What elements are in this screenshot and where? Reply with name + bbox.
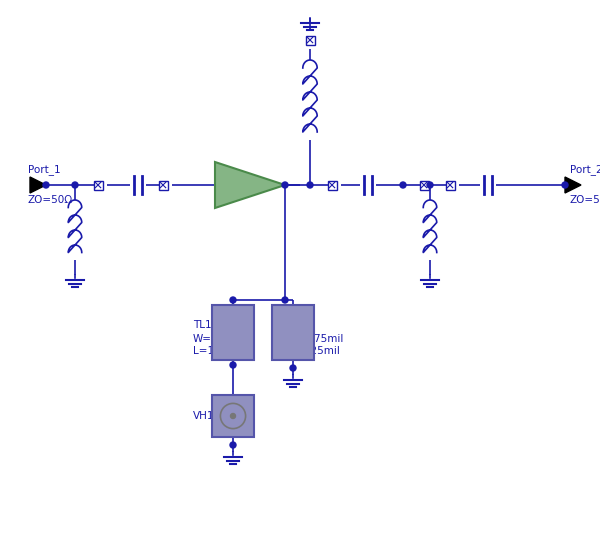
Circle shape bbox=[282, 182, 288, 188]
Circle shape bbox=[290, 365, 296, 371]
Text: Port_2: Port_2 bbox=[570, 164, 600, 175]
Circle shape bbox=[230, 297, 236, 303]
Bar bbox=[158, 181, 167, 189]
Polygon shape bbox=[30, 177, 46, 193]
Circle shape bbox=[230, 442, 236, 448]
Circle shape bbox=[427, 182, 433, 188]
Text: TL2: TL2 bbox=[296, 321, 314, 330]
Bar bbox=[305, 36, 314, 44]
Bar bbox=[445, 181, 455, 189]
Polygon shape bbox=[215, 162, 285, 208]
Text: L=25mil: L=25mil bbox=[296, 346, 340, 356]
Circle shape bbox=[562, 182, 568, 188]
Circle shape bbox=[307, 182, 313, 188]
Text: TL1: TL1 bbox=[193, 321, 212, 330]
Bar bbox=[212, 305, 254, 360]
Bar bbox=[94, 181, 103, 189]
Text: W=25mil: W=25mil bbox=[193, 334, 241, 345]
Polygon shape bbox=[565, 177, 581, 193]
Circle shape bbox=[43, 182, 49, 188]
Text: ZO=50Ω: ZO=50Ω bbox=[570, 195, 600, 205]
Text: Port_1: Port_1 bbox=[28, 164, 61, 175]
Text: ZO=50Ω: ZO=50Ω bbox=[28, 195, 73, 205]
Text: L=100mil: L=100mil bbox=[193, 346, 243, 356]
Circle shape bbox=[400, 182, 406, 188]
Text: VH1: VH1 bbox=[193, 411, 215, 421]
Circle shape bbox=[72, 182, 78, 188]
Text: W=75mil: W=75mil bbox=[296, 334, 344, 345]
Bar bbox=[272, 305, 314, 360]
Circle shape bbox=[230, 362, 236, 368]
Bar bbox=[328, 181, 337, 189]
Bar bbox=[212, 395, 254, 437]
Circle shape bbox=[282, 297, 288, 303]
Circle shape bbox=[230, 413, 235, 418]
Bar bbox=[419, 181, 428, 189]
